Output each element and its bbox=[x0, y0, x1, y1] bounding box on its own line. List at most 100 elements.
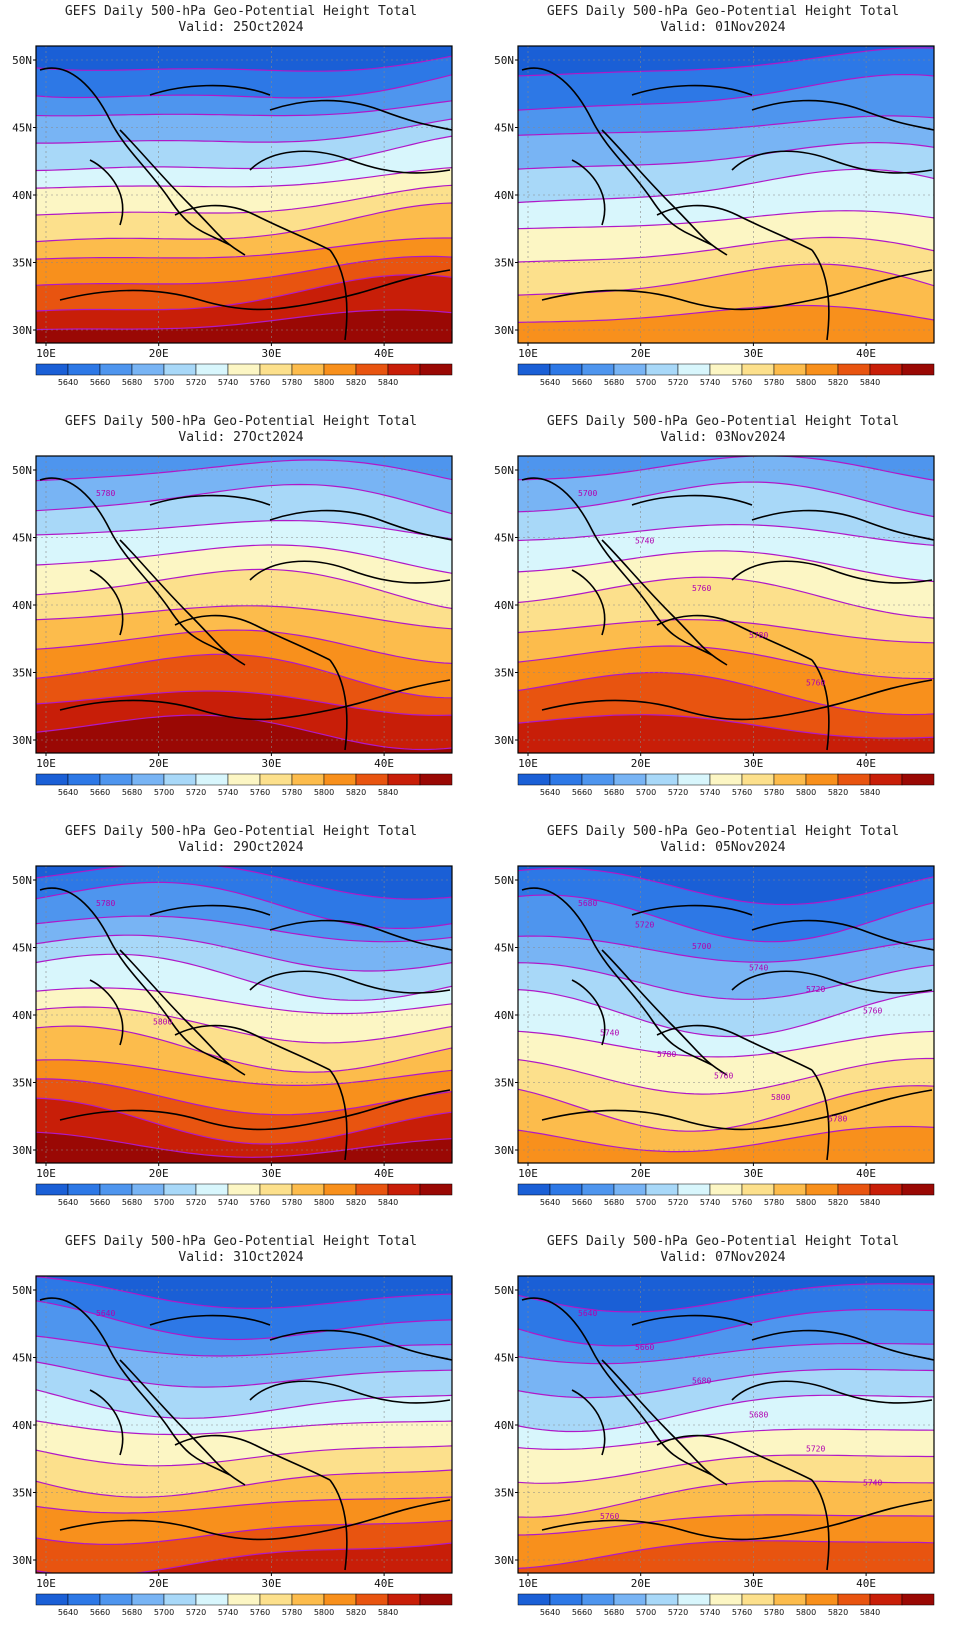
colorbar-label: 5780 bbox=[282, 378, 302, 387]
colorbar-swatch bbox=[709, 363, 743, 376]
longitude-label: 20E bbox=[631, 757, 651, 770]
longitude-label: 40E bbox=[856, 757, 876, 770]
contour-line bbox=[36, 1131, 452, 1158]
colorbar-label: 5720 bbox=[186, 788, 206, 797]
colorbar-label: 5720 bbox=[668, 378, 688, 387]
panel-title: GEFS Daily 500-hPa Geo-Potential Height … bbox=[546, 414, 900, 429]
panel-title: GEFS Daily 500-hPa Geo-Potential Height … bbox=[64, 4, 418, 19]
contour-line bbox=[518, 1342, 934, 1365]
coastline bbox=[541, 269, 933, 311]
height-band bbox=[36, 715, 452, 753]
panel-valid-date: Valid: 25Oct2024 bbox=[178, 20, 304, 35]
colorbar-label: 5700 bbox=[154, 788, 174, 797]
colorbar-label: 5800 bbox=[796, 378, 816, 387]
colorbar-label: 5840 bbox=[860, 378, 880, 387]
colorbar-swatch bbox=[195, 773, 229, 786]
colorbar-swatch bbox=[901, 1183, 935, 1196]
colorbar-label: 5840 bbox=[860, 1198, 880, 1207]
colorbar-swatch bbox=[355, 1183, 389, 1196]
colorbar-label: 5760 bbox=[732, 1198, 752, 1207]
longitude-label: 10E bbox=[518, 1167, 538, 1180]
colorbar-label: 5640 bbox=[540, 788, 560, 797]
coastline bbox=[89, 979, 124, 1046]
colorbar-swatch bbox=[259, 1183, 293, 1196]
longitude-label: 30E bbox=[743, 347, 763, 360]
colorbar-label: 5660 bbox=[572, 1198, 592, 1207]
colorbar-swatch bbox=[99, 1183, 133, 1196]
map-panel: 50N 45N 40N 35N 30N 10E 20E 30E 40E 5640 5660 5680 5… bbox=[482, 0, 964, 410]
colorbar-label: 5760 bbox=[732, 1608, 752, 1617]
coastline bbox=[119, 129, 246, 256]
colorbar-label: 5800 bbox=[314, 788, 334, 797]
colorbar-label: 5720 bbox=[186, 1608, 206, 1617]
contour-line bbox=[36, 74, 452, 99]
latitude-label: 45N bbox=[12, 942, 32, 955]
coastline bbox=[174, 204, 331, 251]
colorbar-swatch bbox=[613, 1183, 647, 1196]
coastline bbox=[751, 99, 934, 131]
colorbar-swatch bbox=[805, 363, 839, 376]
coastline bbox=[631, 904, 753, 916]
coastline bbox=[329, 659, 348, 751]
coastline bbox=[149, 494, 271, 506]
latitude-label: 40N bbox=[12, 1009, 32, 1022]
height-band bbox=[36, 1543, 452, 1573]
panel-valid-date: Valid: 07Nov2024 bbox=[660, 1250, 786, 1265]
coastline bbox=[269, 1329, 452, 1361]
coastline bbox=[59, 269, 451, 311]
contour-line bbox=[518, 1480, 934, 1518]
colorbar-swatch bbox=[549, 1183, 583, 1196]
longitude-label: 20E bbox=[149, 1167, 169, 1180]
colorbar-swatch bbox=[291, 773, 325, 786]
colorbar-swatch bbox=[677, 1593, 711, 1606]
contour-line bbox=[518, 47, 934, 77]
panel-title: GEFS Daily 500-hPa Geo-Potential Height … bbox=[546, 4, 900, 19]
coastline bbox=[329, 249, 348, 341]
colorbar-swatch bbox=[741, 773, 775, 786]
contour-line bbox=[36, 866, 452, 900]
colorbar-swatch bbox=[581, 1593, 615, 1606]
contour-line bbox=[518, 988, 934, 1038]
contour-line bbox=[36, 135, 452, 172]
colorbar-label: 5820 bbox=[346, 1608, 366, 1617]
colorbar-swatch bbox=[581, 363, 615, 376]
panel-valid-date: Valid: 31Oct2024 bbox=[178, 1250, 304, 1265]
coastline bbox=[119, 949, 246, 1076]
contour-line bbox=[36, 1389, 452, 1419]
coastline bbox=[731, 970, 933, 994]
colorbar-label: 5820 bbox=[828, 788, 848, 797]
contour-line bbox=[36, 605, 452, 630]
contour-line bbox=[36, 255, 452, 286]
colorbar-swatch bbox=[837, 1593, 871, 1606]
contour-line bbox=[518, 236, 934, 263]
longitude-label: 30E bbox=[743, 757, 763, 770]
contour-line bbox=[518, 671, 934, 716]
longitude-label: 30E bbox=[261, 757, 281, 770]
coastline bbox=[174, 1434, 331, 1481]
colorbar-label: 5740 bbox=[218, 1198, 238, 1207]
colorbar-swatch bbox=[67, 1183, 101, 1196]
colorbar-label: 5640 bbox=[58, 1608, 78, 1617]
contour-line bbox=[36, 55, 452, 72]
coastline bbox=[731, 1380, 933, 1404]
latitude-label: 50N bbox=[494, 464, 514, 477]
colorbar-label: 5680 bbox=[122, 1608, 142, 1617]
contour-line bbox=[518, 935, 934, 963]
contour-line bbox=[518, 523, 934, 546]
contour-line bbox=[36, 1542, 452, 1573]
colorbar-label: 5800 bbox=[796, 1608, 816, 1617]
colorbar-label: 5660 bbox=[572, 378, 592, 387]
colorbar-swatch bbox=[323, 363, 357, 376]
coastline bbox=[731, 150, 933, 174]
panel-title: GEFS Daily 500-hPa Geo-Potential Height … bbox=[546, 1234, 900, 1249]
contour-label: 5680 bbox=[692, 1377, 711, 1386]
colorbar-swatch bbox=[227, 1183, 261, 1196]
colorbar-label: 5680 bbox=[604, 788, 624, 797]
colorbar-swatch bbox=[837, 363, 871, 376]
coastline bbox=[149, 904, 271, 916]
colorbar-label: 5680 bbox=[604, 1198, 624, 1207]
contour-label: 5740 bbox=[749, 964, 768, 973]
colorbar-swatch bbox=[131, 363, 165, 376]
longitude-label: 10E bbox=[518, 757, 538, 770]
contour-line bbox=[518, 576, 934, 619]
